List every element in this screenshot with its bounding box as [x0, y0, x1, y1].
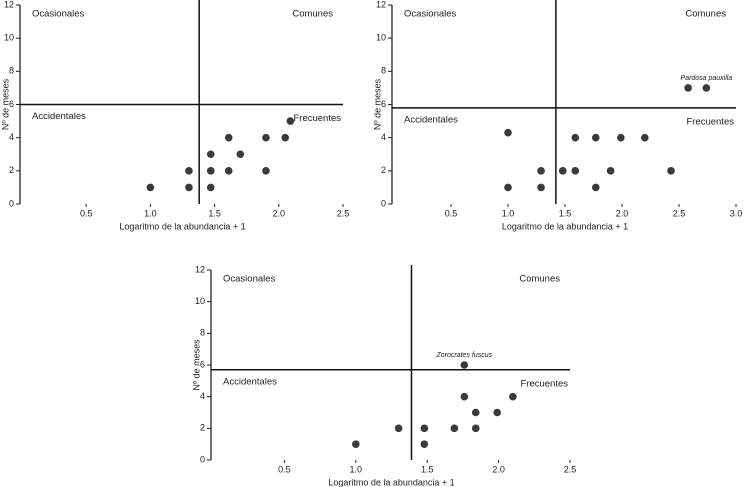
data-point [224, 167, 233, 175]
data-point [537, 167, 545, 175]
quadrant-label: Ocasionales [404, 9, 457, 20]
data-point [206, 167, 215, 175]
quadrant-label: Ocasionales [32, 9, 85, 20]
data-point [537, 183, 545, 192]
x-tick-label: 1.0 [144, 208, 157, 218]
x-tick-label: 1.0 [350, 464, 363, 474]
x-tick-label: 1.5 [421, 464, 434, 474]
data-point [606, 167, 615, 175]
y-tick-label: 10 [4, 33, 14, 43]
data-point [286, 117, 295, 125]
y-tick-label: 4 [200, 391, 205, 401]
quadrant-label: Frecuentes [520, 378, 568, 389]
point-annotation: Pardosa pauxilla [680, 75, 732, 82]
y-tick-label: 8 [200, 328, 205, 338]
y-tick-label: 0 [9, 198, 14, 208]
y-tick-label: 4 [381, 132, 386, 142]
x-tick-label: 2.5 [564, 464, 577, 474]
x-tick-label: 3.0 [730, 208, 743, 218]
y-tick-label: 12 [195, 264, 205, 274]
data-point [460, 361, 469, 369]
data-point [667, 167, 675, 175]
y-tick-label: 2 [9, 165, 14, 175]
quadrant-label: Comunes [292, 9, 333, 20]
data-point [558, 167, 567, 175]
data-point [262, 133, 270, 142]
data-point [206, 183, 215, 192]
x-tick-label: 2.0 [273, 208, 286, 218]
data-point [641, 133, 649, 142]
data-point [617, 133, 625, 142]
data-point [146, 183, 155, 192]
quadrant-label: Accidentales [404, 114, 458, 125]
data-point [460, 392, 469, 401]
y-tick-label: 6 [9, 99, 14, 109]
y-tick-label: 2 [381, 165, 386, 175]
x-tick-label: 2.5 [673, 208, 686, 218]
x-axis-label: Logaritmo de la abundancia + 1 [328, 477, 454, 487]
y-axis-label: Nº de meses [0, 78, 10, 130]
data-point [509, 392, 517, 401]
data-point [591, 183, 600, 192]
y-tick-label: 8 [381, 66, 386, 76]
x-tick-label: 1.5 [559, 208, 572, 218]
data-point [352, 440, 360, 448]
x-tick-label: 0.5 [445, 208, 458, 218]
y-axis-label: Nº de meses [372, 78, 382, 130]
data-point [493, 408, 501, 417]
data-point [702, 84, 711, 92]
quadrant-label: Comunes [519, 274, 560, 285]
x-tick-label: 2.0 [492, 464, 505, 474]
quadrant-label: Accidentales [32, 111, 86, 122]
data-point [185, 183, 193, 192]
x-axis-label: Logaritmo de la abundancia + 1 [502, 221, 628, 231]
data-point [504, 183, 512, 192]
data-point [471, 408, 480, 417]
data-point [236, 150, 245, 159]
y-tick-label: 12 [4, 0, 14, 9]
y-tick-label: 6 [200, 359, 205, 369]
data-point [684, 84, 692, 92]
quadrant-label: Frecuentes [293, 113, 341, 124]
y-tick-label: 8 [9, 66, 14, 76]
x-tick-label: 0.5 [278, 464, 291, 474]
x-tick-label: 2.5 [337, 208, 350, 218]
data-point [571, 167, 580, 175]
x-tick-label: 2.0 [616, 208, 629, 218]
data-point [591, 133, 600, 142]
quadrant-label: Comunes [685, 9, 726, 20]
data-point [262, 167, 270, 175]
quadrant-label: Frecuentes [686, 116, 734, 127]
data-point [281, 133, 290, 142]
quadrant-label: Accidentales [223, 376, 277, 387]
data-point [420, 424, 429, 433]
data-point [206, 150, 215, 159]
y-axis-label: Nº de meses [191, 339, 201, 391]
y-tick-label: 0 [381, 198, 386, 208]
y-tick-label: 2 [200, 423, 205, 433]
quadrant-label: Ocasionales [223, 274, 276, 285]
point-annotation: Zorocrates fuscus [436, 352, 493, 359]
x-tick-label: 0.5 [80, 208, 93, 218]
data-point [185, 167, 193, 175]
y-tick-label: 10 [376, 33, 386, 43]
y-tick-label: 0 [200, 454, 205, 464]
data-point [504, 128, 512, 137]
data-point [224, 133, 233, 142]
data-point [471, 424, 480, 433]
data-point [420, 440, 429, 448]
x-tick-label: 1.0 [502, 208, 515, 218]
x-tick-label: 1.5 [208, 208, 221, 218]
data-point [394, 424, 403, 433]
y-tick-label: 12 [376, 0, 386, 9]
y-tick-label: 4 [9, 132, 14, 142]
data-point [571, 133, 580, 142]
y-tick-label: 6 [381, 99, 386, 109]
x-axis-label: Logaritmo de la abundancia + 1 [119, 221, 245, 231]
y-tick-label: 10 [195, 296, 205, 306]
data-point [450, 424, 459, 433]
